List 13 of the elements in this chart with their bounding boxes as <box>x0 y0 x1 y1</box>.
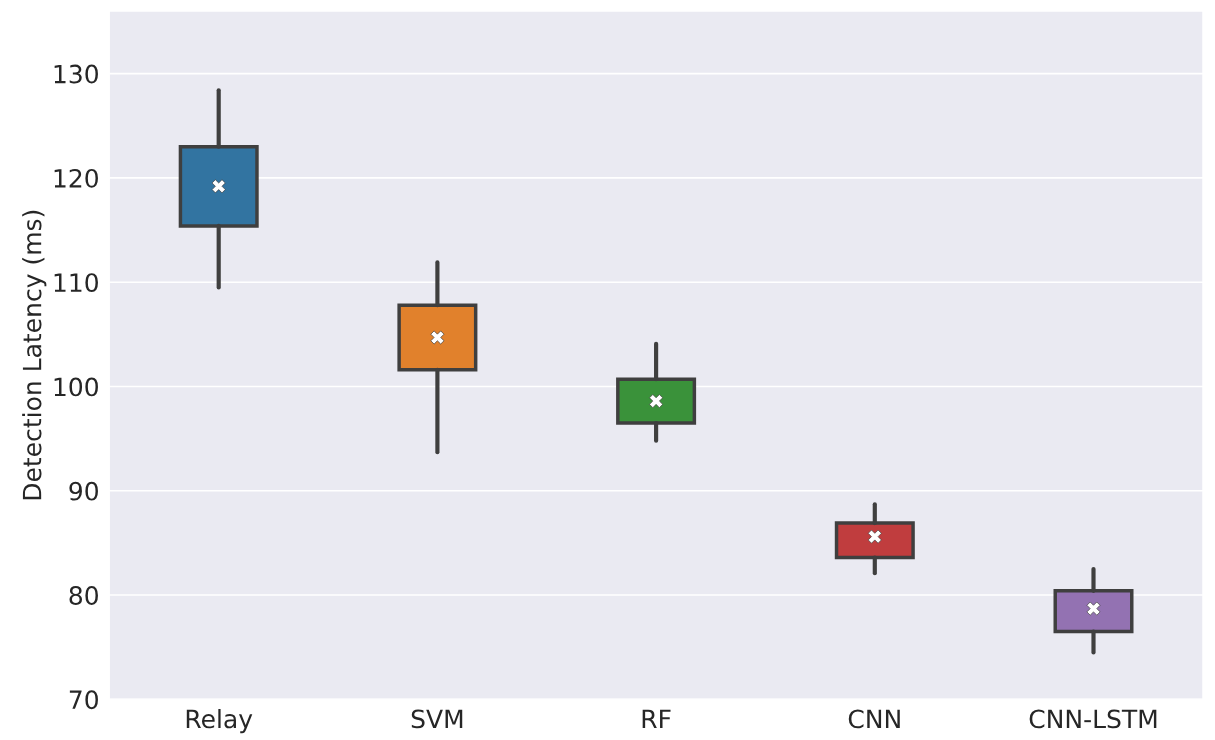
y-tick-label: 110 <box>54 273 98 293</box>
x-tick-label: CNN <box>848 709 900 729</box>
y-tick-label: 120 <box>54 168 98 188</box>
x-tick-label: CNN-LSTM <box>1029 709 1157 729</box>
y-tick-label: 90 <box>69 481 98 501</box>
y-tick-label: 70 <box>69 690 98 710</box>
y-tick-label: 130 <box>54 64 98 84</box>
x-tick-label: RF <box>642 709 671 729</box>
y-tick-label: 80 <box>69 585 98 605</box>
x-tick-label: Relay <box>186 709 253 734</box>
x-tick-label: SVM <box>411 709 463 729</box>
y-axis-title: Detection Latency (ms) <box>22 210 47 500</box>
y-tick-label: 100 <box>54 377 98 397</box>
